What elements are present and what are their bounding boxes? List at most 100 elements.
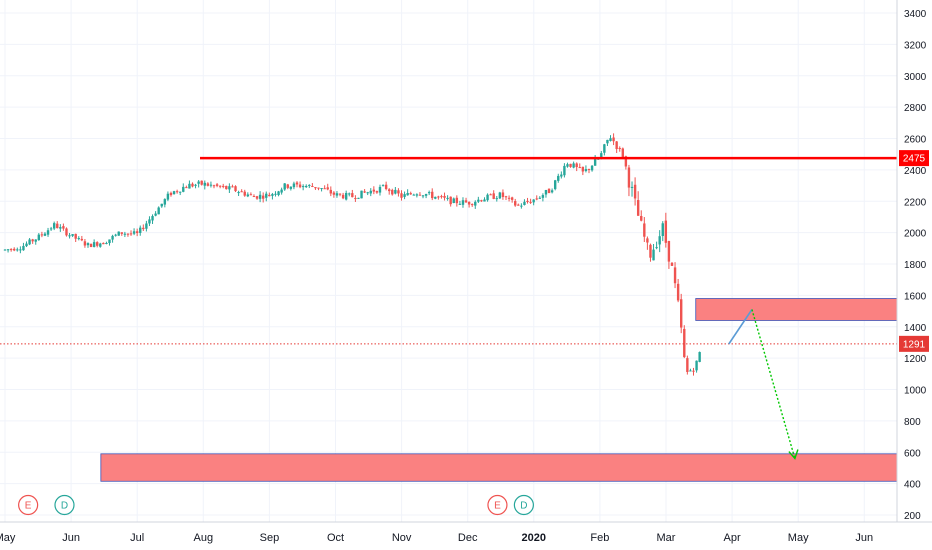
candle-body (80, 238, 84, 241)
event-marker-circle (54, 494, 75, 516)
candle-body (225, 185, 228, 190)
candle-body (575, 163, 578, 168)
candle-body (311, 185, 314, 187)
candle-body (228, 186, 231, 190)
candle-body (440, 196, 443, 198)
candle-body (40, 234, 44, 236)
candle-body (526, 200, 529, 203)
candle-body (443, 195, 446, 198)
candle-body (265, 193, 268, 198)
event-marker-label: D (61, 501, 68, 512)
candle-body (378, 186, 382, 193)
candle-body (96, 242, 99, 246)
x-tick-label: Feb (590, 532, 609, 544)
x-tick-label: Jul (130, 532, 144, 544)
candle-body (646, 238, 649, 243)
x-tick-label: Nov (392, 532, 412, 544)
candle-body (406, 193, 409, 196)
candle-body (212, 185, 216, 187)
candle-body (172, 191, 176, 195)
candle-body (271, 194, 274, 196)
candle-body (357, 197, 360, 199)
candle-body (37, 234, 41, 241)
candlestick-series (3, 133, 701, 376)
candle-body (289, 186, 293, 189)
price-axis[interactable]: 200 400 600 800 1000 1200 1400 1600 1800 2000 2200… (904, 9, 927, 522)
candle-body (9, 249, 13, 251)
candle-body (670, 262, 674, 266)
candle-body (489, 194, 492, 196)
y-tick-label: 3000 (904, 72, 927, 83)
candle-body (49, 228, 53, 230)
candle-body (314, 187, 317, 189)
x-tick-label: Dec (458, 532, 478, 544)
candle-body (381, 185, 385, 187)
candle-body (34, 239, 37, 242)
candle-body (258, 194, 262, 199)
candle-body (572, 163, 575, 168)
candle-body (252, 196, 256, 198)
candle-body (418, 194, 422, 196)
candle-body (89, 243, 93, 248)
candle-body (609, 138, 612, 141)
time-axis[interactable]: May Jun Jul Aug Sep Oct Nov Dec 2020 Feb Mar Apr May… (0, 532, 873, 544)
price-tag-label: 2475 (903, 154, 926, 165)
candle-body (538, 197, 542, 199)
candle-body (369, 190, 372, 194)
candle-body (504, 196, 508, 198)
candle-body (203, 182, 206, 186)
price-tag-box (899, 150, 929, 167)
candle-body (298, 184, 302, 188)
candle-body (132, 231, 136, 234)
candle-body (292, 183, 296, 188)
candle-body (569, 163, 572, 167)
candle-body (673, 267, 677, 284)
candle-body (332, 192, 336, 195)
candle-body (28, 239, 31, 245)
candle-body (667, 240, 671, 262)
candle-body (182, 186, 185, 192)
candle-body (621, 148, 625, 158)
candle-body (455, 197, 459, 204)
candle-body (246, 194, 250, 197)
candle-body (308, 184, 311, 186)
candle-body (501, 192, 505, 197)
y-tick-label: 2800 (904, 103, 927, 114)
candle-body (446, 197, 449, 199)
candle-body (649, 244, 652, 258)
y-tick-label: 400 (904, 480, 921, 491)
y-tick-label: 3400 (904, 9, 927, 20)
y-tick-label: 1400 (904, 323, 927, 334)
candle-body (375, 191, 379, 193)
candle-body (320, 188, 323, 190)
candle-body (209, 184, 213, 186)
candle-body (43, 233, 47, 236)
candle-body (547, 188, 551, 194)
candle-body (295, 182, 299, 185)
candle-body (486, 194, 489, 201)
candle-body (578, 167, 581, 169)
y-tick-label: 2400 (904, 166, 927, 177)
x-tick-label: Jun (855, 532, 873, 544)
candle-body (268, 194, 271, 197)
candle-body (427, 192, 431, 194)
candle-body (492, 193, 495, 199)
candle-body (544, 190, 548, 195)
candle-body (280, 189, 283, 193)
candle-body (148, 219, 151, 224)
candle-body (154, 213, 157, 216)
candle-body (218, 185, 222, 187)
y-tick-label: 800 (904, 417, 921, 428)
event-marker-label: D (520, 501, 527, 512)
x-tick-label: Oct (327, 532, 344, 544)
candle-body (56, 223, 59, 229)
candle-body (480, 200, 483, 202)
candle-body (391, 189, 394, 195)
candle-body (676, 283, 680, 301)
candle-body (105, 243, 108, 245)
candle-body (157, 207, 160, 215)
candle-body (661, 223, 664, 236)
candle-body (234, 186, 237, 192)
